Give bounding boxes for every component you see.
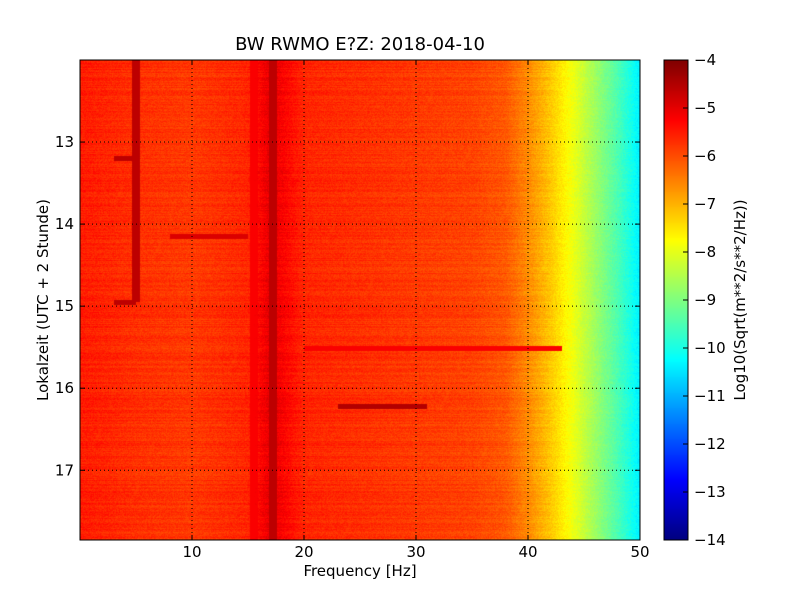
x-tick-label: 10 bbox=[182, 543, 201, 561]
y-tick-label: 15 bbox=[55, 297, 74, 315]
colorbar-tick-label: −7 bbox=[694, 195, 716, 213]
colorbar-tick-label: −4 bbox=[694, 51, 716, 69]
colorbar-tick-label: −11 bbox=[694, 387, 726, 405]
x-tick-label: 50 bbox=[630, 543, 649, 561]
y-tick-label: 13 bbox=[55, 133, 74, 151]
plot-frame bbox=[79, 59, 641, 541]
colorbar-tick-label: −5 bbox=[694, 99, 716, 117]
y-tick-label: 16 bbox=[55, 379, 74, 397]
y-axis-label: Lokalzeit (UTC + 2 Stunde) bbox=[34, 199, 52, 401]
x-tick-label: 40 bbox=[518, 543, 537, 561]
colorbar-tick-label: −12 bbox=[694, 435, 726, 453]
colorbar-tick-label: −14 bbox=[694, 531, 726, 549]
chart-title: BW RWMO E?Z: 2018-04-10 bbox=[235, 34, 485, 55]
x-axis-label: Frequency [Hz] bbox=[303, 562, 417, 580]
spectrogram-heatmap bbox=[80, 60, 640, 540]
colorbar-label: Log10(Sqrt(m**2/s**2/Hz)) bbox=[731, 199, 749, 401]
y-tick-label: 14 bbox=[55, 215, 74, 233]
colorbar-tick-label: −6 bbox=[694, 147, 716, 165]
x-tick-label: 20 bbox=[294, 543, 313, 561]
colorbar-tick-label: −8 bbox=[694, 243, 716, 261]
x-tick-label: 30 bbox=[406, 543, 425, 561]
colorbar-tick-label: −10 bbox=[694, 339, 726, 357]
colorbar-tick-label: −9 bbox=[694, 291, 716, 309]
colorbar-tick-label: −13 bbox=[694, 483, 726, 501]
y-tick-label: 17 bbox=[55, 461, 74, 479]
